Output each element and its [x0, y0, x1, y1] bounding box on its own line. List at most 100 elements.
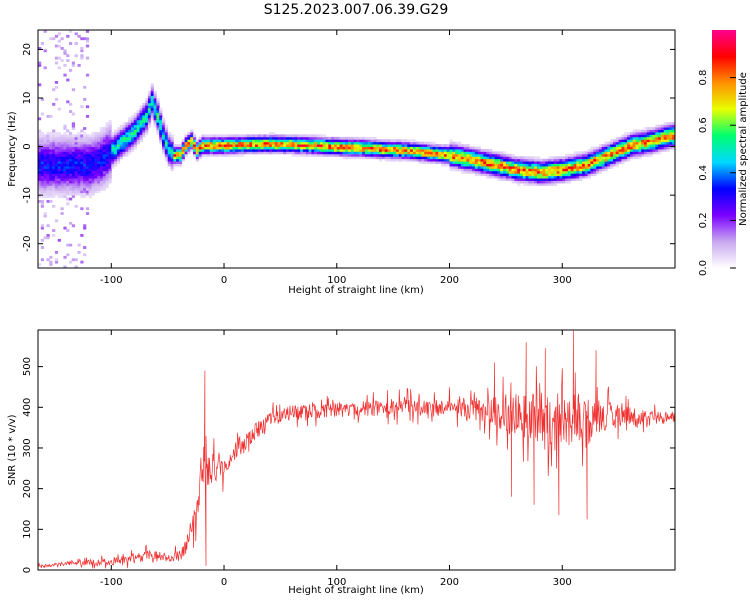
spectrogram-cell [85, 185, 90, 189]
spectrogram-cell [655, 134, 659, 138]
spectrogram-cell [384, 158, 388, 162]
spectrogram-cell [178, 161, 183, 164]
spectrogram-cell [365, 151, 369, 155]
spectrogram-cell [133, 132, 138, 135]
spectrogram-cell [147, 117, 152, 121]
spectrogram-cell [80, 139, 84, 143]
spectrogram-cell [150, 90, 154, 94]
spectrogram-cell [567, 178, 572, 181]
spectrogram-cell [497, 173, 501, 177]
spectrogram-cell [474, 158, 479, 162]
spectrogram-cell [598, 168, 603, 172]
spectrogram-cell [193, 139, 197, 143]
spectrogram-cell [635, 141, 639, 145]
spectrogram-cell [305, 141, 310, 145]
spectrogram-cell [178, 144, 183, 147]
spectrogram-cell [66, 180, 70, 184]
spectrogram-cell [497, 170, 501, 174]
spectrogram-cell [443, 151, 448, 155]
spectrogram-cell [629, 156, 634, 160]
spectrogram-cell [246, 134, 250, 138]
spectrogram-cell [398, 141, 403, 145]
spectrogram-cell [114, 156, 118, 160]
spectrogram-cell [54, 151, 59, 155]
spectrogram-cell [542, 183, 546, 186]
spectrogram-cell [46, 161, 50, 164]
spectrogram-cell [446, 163, 450, 167]
spectrogram-cell [74, 180, 78, 184]
spectrogram-cell [477, 151, 481, 155]
spectrogram-cell [80, 37, 84, 41]
spectrogram-cell [663, 122, 667, 126]
spectrogram-cell [607, 141, 611, 145]
spectrogram-cell [418, 146, 422, 150]
spectrogram-cell [494, 156, 498, 160]
spectrogram-cell [401, 146, 405, 150]
spectrogram-cell [277, 134, 281, 138]
spectrogram-cell [224, 153, 228, 157]
spectrogram-cell [147, 90, 152, 94]
spectrogram-cell [145, 127, 149, 130]
spectrogram-cell [511, 168, 515, 172]
spectrogram-cell [356, 153, 360, 157]
spectrogram-cell [218, 153, 222, 157]
spectrogram-cell [255, 149, 259, 152]
spectrogram-cell [215, 139, 219, 143]
spectrogram-cell [43, 153, 47, 157]
spectrogram-cell [379, 158, 383, 162]
spectrogram-cell [122, 149, 126, 152]
spectrogram-cell [415, 153, 419, 157]
spectrogram-cell [173, 144, 177, 147]
spectrogram-cell [525, 173, 529, 177]
spectrogram-cell [38, 187, 42, 191]
spectrogram-cell [508, 158, 512, 162]
spectrogram-cell [187, 136, 191, 140]
spectrogram-cell [170, 136, 174, 140]
spectrogram-cell [164, 156, 169, 160]
spectrogram-cell [407, 153, 411, 157]
spectrogram-cell [57, 132, 61, 135]
spectrogram-cell [60, 180, 64, 184]
spectrogram-cell [379, 153, 383, 157]
snr-x-tick-label: 100 [327, 577, 346, 588]
spectrogram-cell [438, 156, 442, 160]
spectrogram-cell [627, 149, 631, 152]
spectrogram-cell [598, 156, 603, 160]
spectrogram-cell [517, 156, 521, 160]
spectrogram-cell [536, 173, 541, 177]
spectrogram-cell [57, 32, 61, 36]
spectrogram-cell [584, 175, 589, 179]
spectrogram-cell [119, 156, 123, 160]
spectrogram-cell [353, 144, 357, 147]
spectrogram-cell [252, 141, 256, 145]
spectrogram-cell [52, 178, 56, 181]
spectrogram-cell [80, 168, 84, 172]
spectrogram-cell [350, 146, 355, 150]
spectrogram-cell [38, 136, 42, 140]
spectrogram-cell [415, 141, 419, 145]
spectrogram-cell [342, 153, 346, 157]
spectrogram-cell [131, 136, 135, 140]
spectrogram-cell [114, 129, 118, 133]
spectrogram-cell [511, 158, 515, 162]
spectrogram-cell [610, 139, 614, 143]
spectrogram-cell [108, 149, 112, 152]
spectrogram-cell [100, 141, 104, 145]
spectrogram-cell [221, 141, 225, 145]
spectrogram-cell [452, 141, 456, 145]
spectrogram-cell [629, 141, 634, 145]
spectrogram-cell [503, 170, 507, 174]
spectrogram-cell [71, 144, 76, 147]
spectrogram-cell [232, 146, 236, 150]
spectrogram-cell [427, 146, 431, 150]
spectrogram-cell [452, 161, 456, 164]
spectrogram-cell [491, 156, 496, 160]
spectrogram-cell [644, 134, 648, 138]
spectrogram-cell [522, 163, 527, 167]
spectrogram-cell [353, 153, 357, 157]
spectrogram-cell [91, 144, 95, 147]
spectrogram-cell [83, 136, 87, 140]
spectrogram-cell [74, 151, 78, 155]
spectrogram-cell [458, 146, 462, 150]
spectrogram-cell [432, 153, 436, 157]
